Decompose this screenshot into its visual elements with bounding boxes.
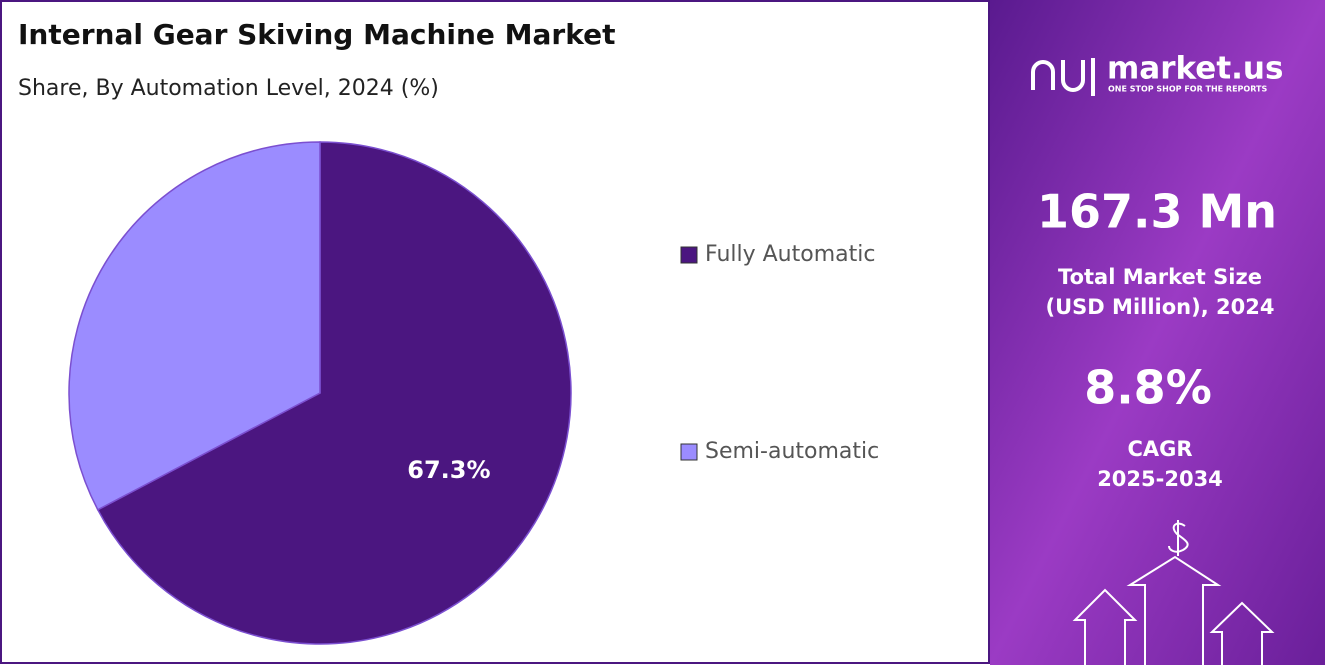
legend: Fully Automatic Semi-automatic <box>680 242 879 464</box>
legend-swatch <box>680 246 698 264</box>
legend-swatch <box>680 443 698 461</box>
tagline: ONE STOP SHOP FOR THE REPORTS <box>1108 85 1267 94</box>
logo-icon <box>1031 58 1095 96</box>
pie: 67.3% <box>68 141 572 645</box>
market-size-label: Total Market Size <box>1058 265 1262 289</box>
cagr-label: 2025-2034 <box>1097 467 1223 491</box>
data-label: 67.3% <box>407 456 490 484</box>
market-size: 167.3 Mn <box>1037 185 1277 239</box>
brand: market.us <box>1107 51 1283 87</box>
legend-label: Semi-automatic <box>705 439 879 464</box>
pie-slice <box>96 141 572 645</box>
arrows-icon <box>1072 520 1275 665</box>
market-size-label: (USD Million), 2024 <box>1046 295 1275 319</box>
pie-slice <box>68 141 321 511</box>
legend-label: Fully Automatic <box>705 242 875 267</box>
cagr-label: CAGR <box>1127 437 1192 461</box>
cagr: 8.8% <box>1084 361 1212 415</box>
side-panel <box>990 0 1325 665</box>
chart-title: Internal Gear Skiving Machine Market <box>18 18 615 51</box>
chart-subtitle: Share, By Automation Level, 2024 (%) <box>18 76 439 101</box>
